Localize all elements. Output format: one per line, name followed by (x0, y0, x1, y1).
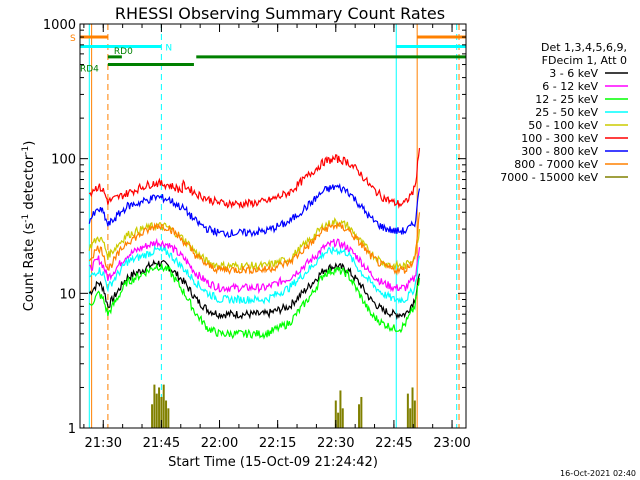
legend-header: FDecim 1, Att 0 (542, 54, 627, 67)
legend-entry: 100 - 300 keV (521, 132, 598, 145)
x-tick-label: 22:30 (317, 436, 354, 451)
series-line (88, 182, 421, 238)
series-line (89, 237, 421, 295)
y-tick-label: 1 (68, 422, 76, 437)
legend-header: Det 1,3,4,5,6,9, (541, 41, 627, 54)
y-tick-label: 100 (51, 153, 76, 168)
x-tick-label: 22:45 (375, 436, 412, 451)
legend-entry: 300 - 800 keV (521, 145, 598, 158)
legend-entry: 7000 - 15000 keV (500, 171, 598, 184)
series-line (88, 262, 421, 340)
series-line (89, 244, 421, 305)
x-tick-label: 21:45 (143, 436, 180, 451)
x-axis-label: Start Time (15-Oct-09 21:24:42) (168, 455, 378, 470)
series-line (88, 147, 421, 210)
x-tick-label: 23:00 (433, 436, 470, 451)
legend-entry: 50 - 100 keV (528, 119, 598, 132)
state-bar-label: S (70, 34, 76, 44)
series-line (88, 259, 421, 321)
series-line (88, 212, 421, 276)
legend-entry: 12 - 25 keV (535, 93, 598, 106)
legend-entry: 800 - 7000 keV (514, 158, 598, 171)
state-bar-label: N (165, 44, 172, 54)
y-axis-label: Count Rate (s-1 detector-1) (21, 141, 37, 312)
x-tick-label: 21:30 (85, 436, 122, 451)
state-bar-label: RD4 (80, 65, 99, 75)
x-tick-label: 22:15 (259, 436, 296, 451)
chart-title: RHESSI Observing Summary Count Rates (115, 4, 445, 23)
y-tick-label: 1000 (43, 18, 76, 33)
legend-entry: 6 - 12 keV (542, 80, 598, 93)
legend-entry: 25 - 50 keV (535, 106, 598, 119)
legend-entry: 3 - 6 keV (549, 67, 598, 80)
plot-frame (79, 23, 467, 429)
timestamp: 16-Oct-2021 02:40 (560, 469, 636, 478)
y-tick-label: 10 (59, 287, 76, 302)
state-bar-label: RD0 (114, 47, 133, 57)
x-tick-label: 22:00 (201, 436, 238, 451)
